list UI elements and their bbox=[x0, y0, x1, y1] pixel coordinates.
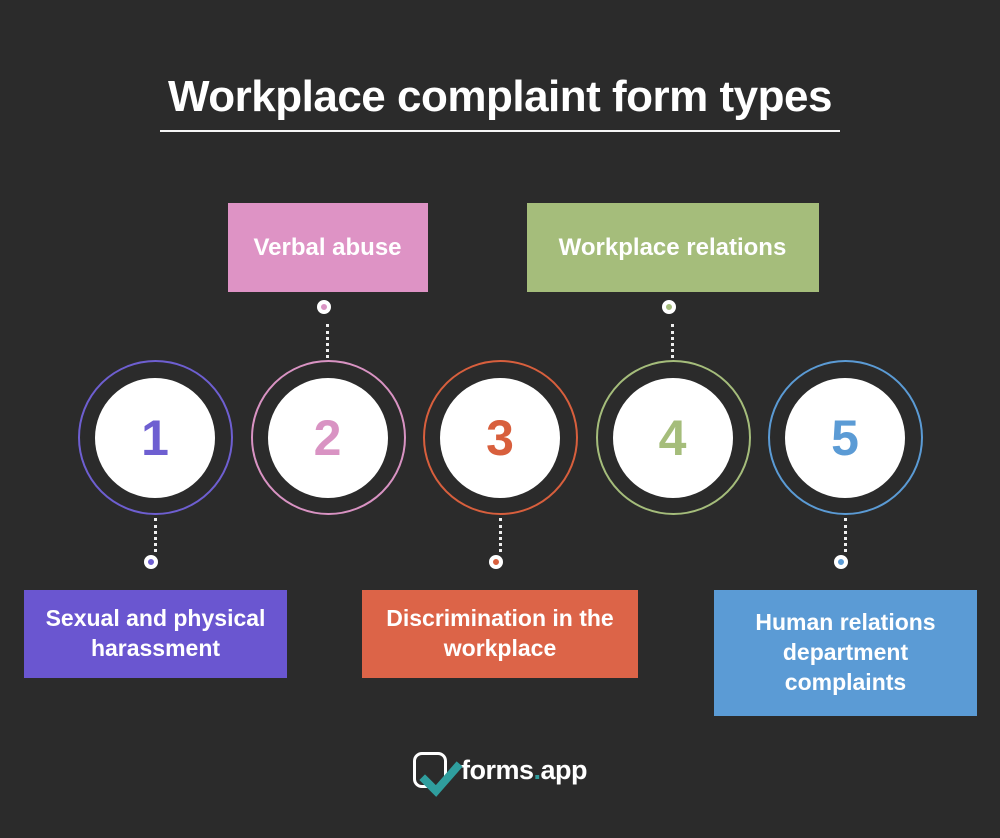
step-4-circle: 4 bbox=[612, 378, 733, 498]
step-1-number: 1 bbox=[141, 410, 169, 466]
checkmark-icon bbox=[419, 761, 463, 797]
step-3-connector-line bbox=[498, 518, 502, 552]
step-4-connector-dot bbox=[661, 300, 676, 314]
forms-app-logo: forms.app bbox=[0, 752, 1000, 797]
brand-suffix: app bbox=[540, 754, 588, 785]
step-3-ring bbox=[423, 360, 578, 515]
step-5-connector-line bbox=[843, 518, 847, 552]
step-5-connector-dot bbox=[834, 555, 848, 569]
step-3-label-box: Discrimination in the workplace bbox=[362, 590, 638, 678]
step-2-ring bbox=[250, 360, 406, 515]
brand-dot: . bbox=[533, 754, 541, 785]
page-title: Workplace complaint form types bbox=[168, 72, 832, 121]
step-1-connector-dot bbox=[144, 555, 158, 569]
step-1-label: Sexual and physical harassment bbox=[45, 605, 266, 661]
step-5-ring bbox=[768, 360, 923, 515]
step-4-ring bbox=[595, 360, 751, 515]
step-5-label-box: Human relations department complaints bbox=[714, 590, 977, 716]
step-2-label: Verbal abuse bbox=[253, 233, 402, 261]
step-3-number: 3 bbox=[486, 410, 514, 466]
step-2-number: 2 bbox=[313, 410, 342, 466]
step-1-label-box: Sexual and physical harassment bbox=[24, 590, 287, 678]
step-5-number: 5 bbox=[831, 410, 859, 466]
step-3-label: Discrimination in the workplace bbox=[386, 605, 614, 661]
brand-name: forms bbox=[460, 754, 534, 785]
forms-app-wordmark: forms.app bbox=[460, 754, 588, 786]
step-4-label-box: Workplace relations bbox=[526, 203, 819, 292]
forms-app-logo-icon bbox=[412, 752, 463, 797]
step-2-connector-line bbox=[326, 324, 329, 358]
step-4-number: 4 bbox=[658, 410, 687, 466]
step-2-connector-dot bbox=[316, 300, 331, 314]
title-underline bbox=[160, 130, 840, 132]
step-1-connector-line bbox=[153, 518, 157, 552]
step-3-circle: 3 bbox=[440, 378, 560, 498]
step-5-circle: 5 bbox=[785, 378, 905, 498]
step-4-connector-line bbox=[671, 324, 674, 358]
step-5-label: Human relations department complaints bbox=[755, 609, 936, 695]
step-4-label: Workplace relations bbox=[558, 233, 787, 261]
step-2-label-box: Verbal abuse bbox=[227, 203, 428, 292]
step-2-circle: 2 bbox=[267, 378, 388, 498]
step-1-circle: 1 bbox=[95, 378, 215, 498]
step-1-ring bbox=[78, 360, 233, 515]
step-3-connector-dot bbox=[489, 555, 503, 569]
